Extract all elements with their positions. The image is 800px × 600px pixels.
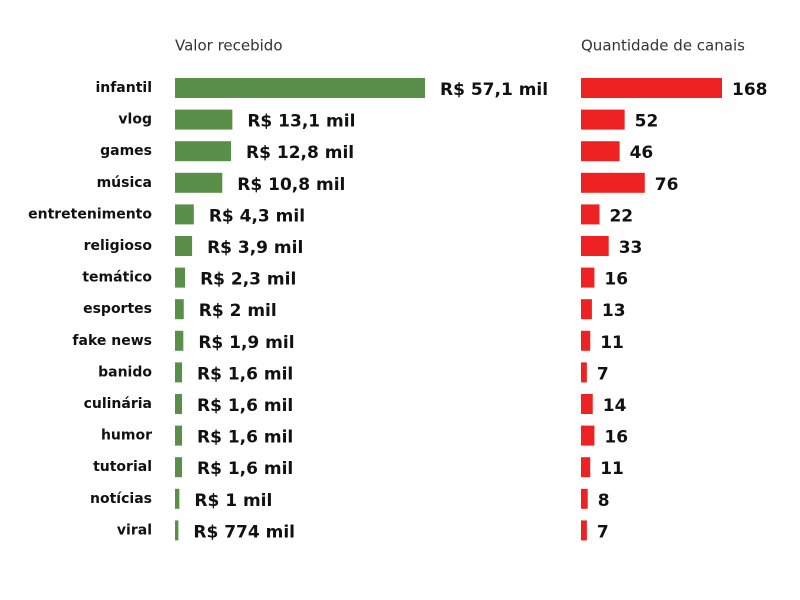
category-label: música [97, 175, 152, 191]
category-label: notícias [90, 491, 152, 507]
value-label: R$ 2 mil [199, 301, 277, 321]
category-label: games [100, 143, 152, 159]
value-label: R$ 57,1 mil [440, 80, 548, 100]
bar [581, 299, 592, 320]
value-label: 11 [600, 459, 624, 479]
value-label: 16 [604, 270, 628, 290]
bar [175, 267, 186, 288]
value-label: 33 [619, 238, 643, 258]
value-label: R$ 1,6 mil [197, 364, 293, 384]
bar [175, 78, 425, 98]
bar [581, 267, 595, 288]
category-label: banido [98, 364, 152, 380]
bar [175, 394, 183, 414]
category-label: infantil [95, 80, 152, 96]
value-label: 16 [604, 428, 628, 448]
bar [175, 362, 183, 383]
value-label: 7 [597, 364, 609, 384]
value-label: 52 [635, 112, 659, 132]
value-label: R$ 774 mil [193, 522, 295, 542]
bar [175, 299, 184, 320]
category-label: tutorial [93, 459, 152, 475]
category-label: esportes [83, 301, 152, 317]
value-label: R$ 2,3 mil [200, 270, 296, 290]
value-label: R$ 13,1 mil [247, 112, 355, 132]
bar [175, 109, 233, 130]
bar [581, 394, 593, 414]
bar [175, 488, 180, 509]
value-label: R$ 1,6 mil [197, 459, 293, 479]
panel-title: Quantidade de canais [581, 37, 745, 55]
bar [581, 457, 591, 478]
value-label: 76 [655, 175, 679, 195]
bar [175, 172, 223, 193]
bar [175, 236, 193, 256]
bar [175, 204, 194, 225]
bar [581, 362, 587, 383]
value-label: 22 [609, 206, 633, 226]
value-label: R$ 1 mil [194, 491, 272, 511]
value-label: 13 [602, 301, 626, 321]
value-label: R$ 1,6 mil [197, 396, 293, 416]
value-label: 168 [732, 80, 768, 100]
bar [581, 236, 609, 256]
value-label: R$ 1,9 mil [198, 333, 294, 353]
panel-title: Valor recebido [175, 37, 283, 55]
category-label: humor [101, 428, 152, 444]
category-label: viral [117, 522, 152, 538]
bar [175, 141, 232, 162]
category-label: entretenimento [28, 206, 152, 222]
category-label: temático [82, 270, 152, 286]
bar [175, 520, 179, 541]
value-label: 14 [603, 396, 627, 416]
value-label: 11 [600, 333, 624, 353]
bar [581, 204, 600, 225]
bar [581, 109, 625, 130]
bar [581, 78, 722, 98]
category-label: vlog [118, 112, 152, 128]
bar [581, 141, 620, 162]
bar [581, 172, 645, 193]
bar [175, 330, 184, 351]
value-label: 7 [597, 522, 609, 542]
bar [581, 425, 595, 446]
value-label: 8 [598, 491, 610, 511]
category-label: religioso [84, 238, 153, 254]
value-label: R$ 4,3 mil [209, 206, 305, 226]
value-label: R$ 3,9 mil [207, 238, 303, 258]
bar [175, 425, 183, 446]
bar [175, 457, 183, 478]
bar [581, 488, 588, 509]
category-label: culinária [84, 396, 152, 412]
value-label: R$ 1,6 mil [197, 428, 293, 448]
value-label: R$ 12,8 mil [246, 143, 354, 163]
value-label: R$ 10,8 mil [237, 175, 345, 195]
bar [581, 330, 591, 351]
value-label: 46 [630, 143, 654, 163]
bar [581, 520, 587, 541]
category-label: fake news [72, 333, 152, 349]
